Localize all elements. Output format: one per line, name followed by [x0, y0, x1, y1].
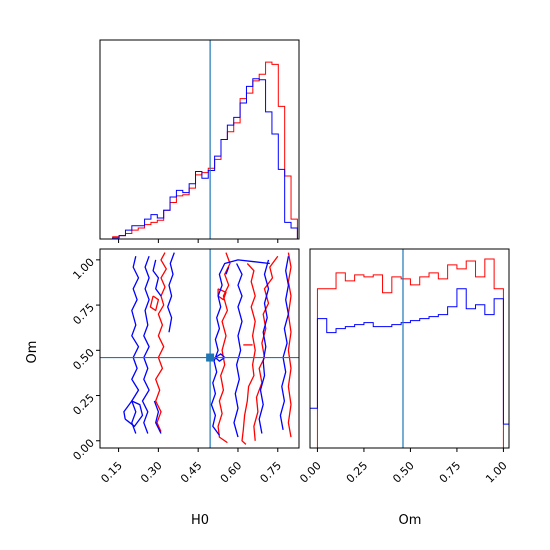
om-hist-x-tick-label: 0.75 [437, 459, 464, 486]
joint-x-tick-label: 0.45 [178, 459, 205, 486]
joint-blue-contour [123, 400, 144, 427]
joint-red-contour [217, 252, 231, 444]
joint-y-tick-label: 1.00 [70, 256, 97, 283]
y-axis-label-om: Om [25, 341, 40, 364]
joint-red-contour [287, 252, 292, 438]
x-axis-label-om: Om [399, 513, 422, 528]
joint-red-contour [253, 255, 279, 441]
h0-hist-blue-step [100, 78, 298, 240]
joint-blue-contour [141, 255, 150, 434]
joint-truth-marker [206, 353, 215, 362]
joint-blue-contour [210, 259, 270, 436]
joint-x-tick-label: 0.15 [98, 459, 125, 486]
joint-contours [123, 252, 292, 445]
x-axis-label-h0: H0 [191, 513, 209, 528]
joint-y-tick-label: 0.25 [70, 391, 97, 418]
joint-red-contour [149, 295, 160, 312]
om-hist-x-tick-label: 0.25 [344, 459, 371, 486]
om-hist-red-step [310, 258, 509, 449]
h0-marginal-panel [99, 39, 300, 243]
joint-blue-contour [233, 263, 243, 438]
om-hist-frame [309, 248, 510, 449]
joint-x-tick-label: 0.30 [138, 459, 165, 486]
om-hist-x-tick-label: 0.50 [390, 459, 417, 486]
joint-blue-contour [225, 266, 230, 275]
joint-blue-contour [258, 259, 270, 434]
joint-blue-contour [167, 252, 175, 333]
joint-y-tick-label: 0.50 [70, 346, 97, 373]
joint-blue-contour [131, 256, 140, 434]
joint-y-tick-label: 0.75 [70, 301, 97, 328]
h0-om-joint-panel: 0.15 0.30 0.45 0.60 0.75 0.00 0.25 0.50 0.75 1.00 [70, 248, 300, 486]
om-hist-blue-step [309, 288, 510, 448]
joint-red-contour [241, 263, 256, 445]
om-hist-x-tick-label: 0.00 [297, 459, 324, 486]
om-marginal-panel: 0.00 0.25 0.50 0.75 1.00 [297, 248, 510, 486]
h0-hist-frame [99, 39, 300, 240]
joint-red-contour [217, 288, 227, 301]
joint-red-contour [155, 252, 167, 432]
om-hist-x-tick-label: 1.00 [483, 459, 510, 486]
joint-blue-contour [152, 259, 162, 297]
joint-blue-contour [153, 400, 162, 434]
joint-frame [99, 248, 300, 449]
joint-blue-contour [279, 256, 290, 431]
h0-hist-red-step [100, 61, 298, 240]
joint-x-tick-label: 0.60 [218, 459, 245, 486]
joint-y-tick-label: 0.00 [70, 437, 97, 464]
joint-x-tick-label: 0.75 [258, 459, 285, 486]
